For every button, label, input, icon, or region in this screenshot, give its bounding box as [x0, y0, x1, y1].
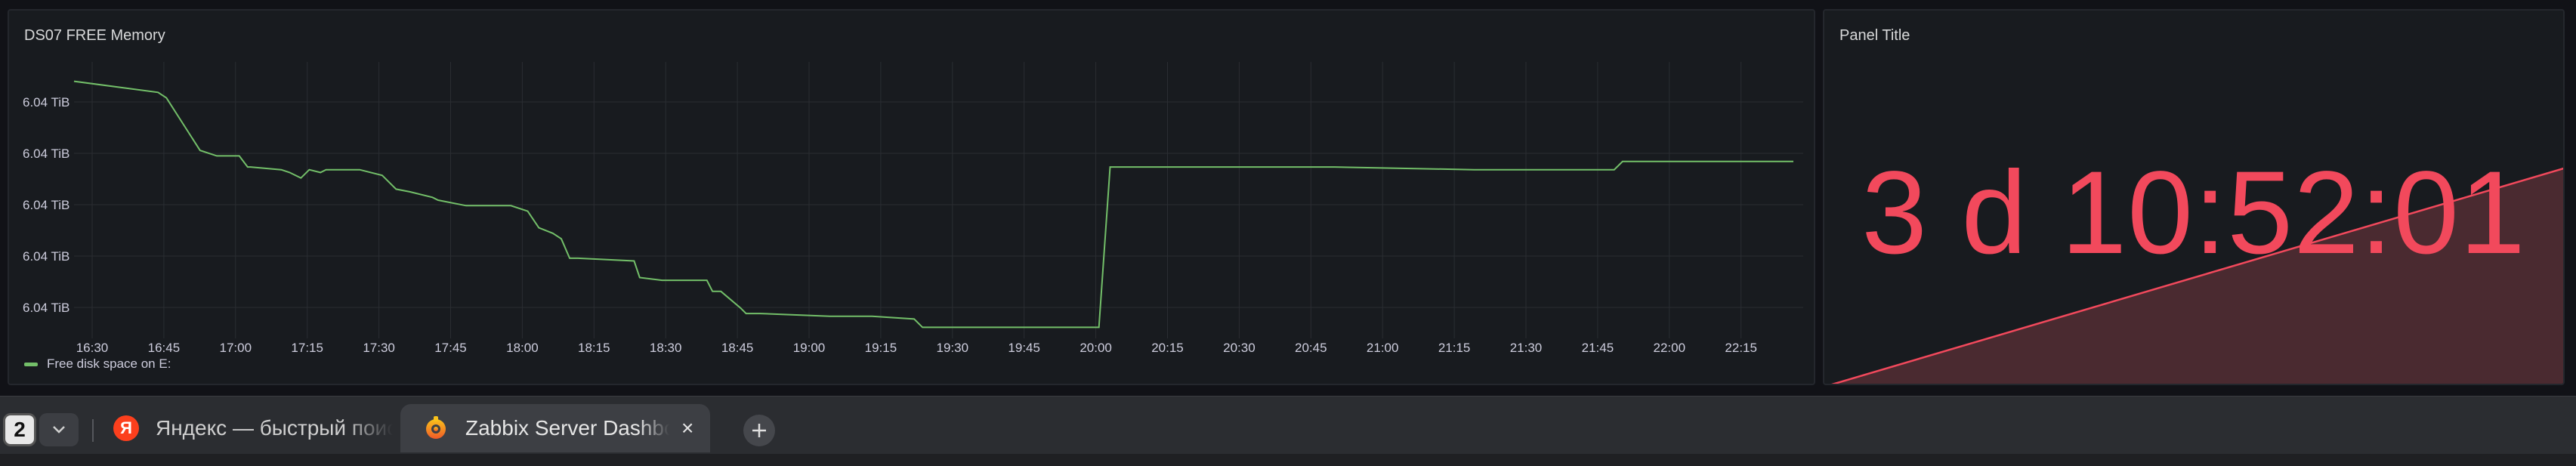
x-tick-label: 21:45 — [1582, 341, 1614, 355]
x-tick-label: 19:15 — [865, 341, 897, 355]
tab-label: Яндекс — быстрый поиск — [156, 416, 393, 440]
chevron-down-icon — [53, 426, 65, 434]
x-tick-label: 20:45 — [1295, 341, 1327, 355]
x-tick-label: 19:00 — [793, 341, 826, 355]
x-tick-label: 19:45 — [1008, 341, 1040, 355]
close-tab-icon[interactable]: × — [681, 416, 694, 440]
y-tick-label: 6.04 TiB — [23, 301, 69, 315]
x-tick-label: 20:00 — [1080, 341, 1112, 355]
y-tick-label: 6.04 TiB — [23, 95, 69, 110]
series-line-free-disk-space — [73, 80, 1793, 329]
x-tick-label: 18:45 — [721, 341, 754, 355]
graph-panel-title[interactable]: DS07 FREE Memory — [24, 27, 165, 44]
y-tick-label: 6.04 TiB — [23, 147, 69, 161]
x-tick-label: 21:30 — [1510, 341, 1543, 355]
tab-yandex[interactable]: Я Яндекс — быстрый поиск — [113, 404, 393, 452]
x-tick-label: 16:45 — [148, 341, 181, 355]
tab-count-badge[interactable]: 2 — [3, 413, 36, 446]
browser-tab-bar: 2 Я Яндекс — быстрый поиск Zabbix Server… — [0, 396, 2576, 466]
x-tick-label: 20:30 — [1223, 341, 1256, 355]
x-tick-label: 16:30 — [76, 341, 109, 355]
x-tick-label: 18:30 — [650, 341, 682, 355]
x-tick-label: 18:15 — [578, 341, 610, 355]
chart-legend[interactable]: Free disk space on E: — [24, 356, 171, 372]
tab-zabbix-dashboard[interactable]: Zabbix Server Dashboard × — [400, 404, 710, 452]
x-tick-label: 19:30 — [937, 341, 969, 355]
yandex-icon: Я — [113, 415, 139, 441]
tab-label: Zabbix Server Dashboard — [465, 416, 669, 440]
legend-label[interactable]: Free disk space on E: — [47, 356, 171, 371]
sparkline-area — [1831, 167, 2563, 384]
dashboard: DS07 FREE Memory 6.04 TiB 6.04 TiB 6.04 Ti… — [8, 9, 2565, 385]
x-tick-label: 17:45 — [434, 341, 467, 355]
stat-value: 3 d 10:52:01 — [1861, 147, 2526, 279]
x-tick-label: 21:00 — [1367, 341, 1399, 355]
new-tab-button[interactable] — [743, 415, 775, 446]
line-chart[interactable]: 6.04 TiB 6.04 TiB 6.04 TiB 6.04 TiB 6.04 TiB… — [9, 11, 1815, 385]
y-tick-label: 6.04 TiB — [23, 198, 69, 212]
graph-panel[interactable]: DS07 FREE Memory 6.04 TiB 6.04 TiB 6.04 Ti… — [8, 9, 1815, 385]
x-tick-label: 17:00 — [220, 341, 252, 355]
x-tick-label: 22:15 — [1725, 341, 1757, 355]
tab-list-button[interactable] — [39, 413, 79, 446]
stat-panel[interactable]: Panel Title 3 d 10:52:01 — [1823, 9, 2565, 385]
legend-swatch — [24, 362, 38, 366]
x-tick-label: 17:15 — [291, 341, 323, 355]
y-tick-label: 6.04 TiB — [23, 249, 69, 264]
x-tick-label: 20:15 — [1151, 341, 1184, 355]
x-tick-label: 21:15 — [1438, 341, 1471, 355]
x-tick-label: 17:30 — [363, 341, 395, 355]
grafana-icon — [426, 416, 446, 439]
x-tick-label: 18:00 — [506, 341, 539, 355]
stat-panel-title[interactable]: Panel Title — [1839, 27, 1910, 44]
tab-separator — [92, 419, 94, 442]
tabbar-bottom-strip — [0, 454, 2576, 466]
x-tick-label: 22:00 — [1654, 341, 1686, 355]
plus-icon — [752, 424, 766, 437]
